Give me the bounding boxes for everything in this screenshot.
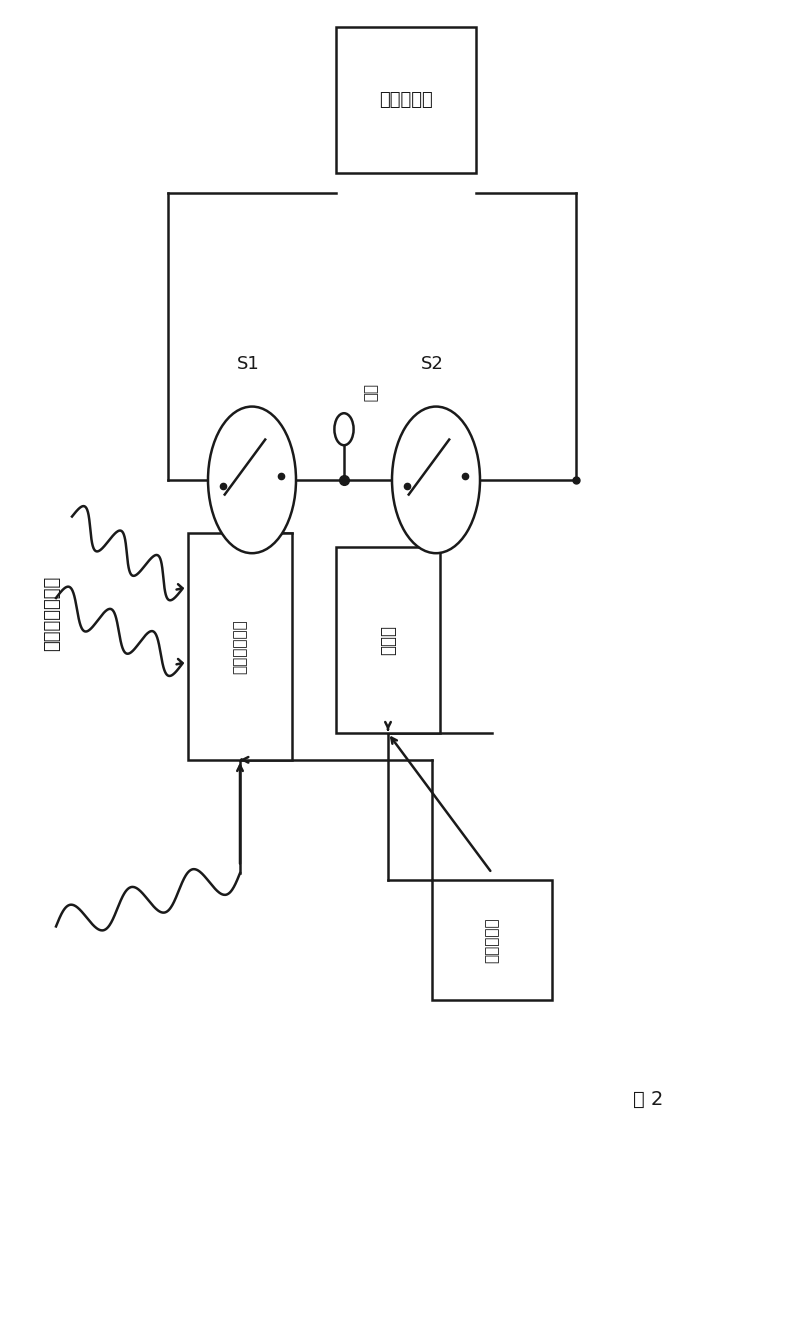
Bar: [336, 547, 440, 733]
Text: 负载: 负载: [362, 384, 377, 403]
Text: S1: S1: [237, 355, 259, 373]
Bar: [432, 880, 552, 1000]
Text: S2: S2: [421, 355, 443, 373]
Bar: [188, 533, 292, 760]
Text: 高端门驱动器: 高端门驱动器: [233, 619, 247, 674]
Circle shape: [392, 407, 480, 553]
Bar: [336, 27, 476, 173]
Text: 低端门: 低端门: [379, 625, 397, 655]
Text: 电磁干扰敏感度: 电磁干扰敏感度: [43, 576, 61, 651]
Text: 电压或电流: 电压或电流: [379, 91, 433, 109]
Circle shape: [208, 407, 296, 553]
Text: 系统控制器: 系统控制器: [485, 917, 499, 962]
Text: 图 2: 图 2: [633, 1090, 663, 1109]
Circle shape: [334, 413, 354, 445]
